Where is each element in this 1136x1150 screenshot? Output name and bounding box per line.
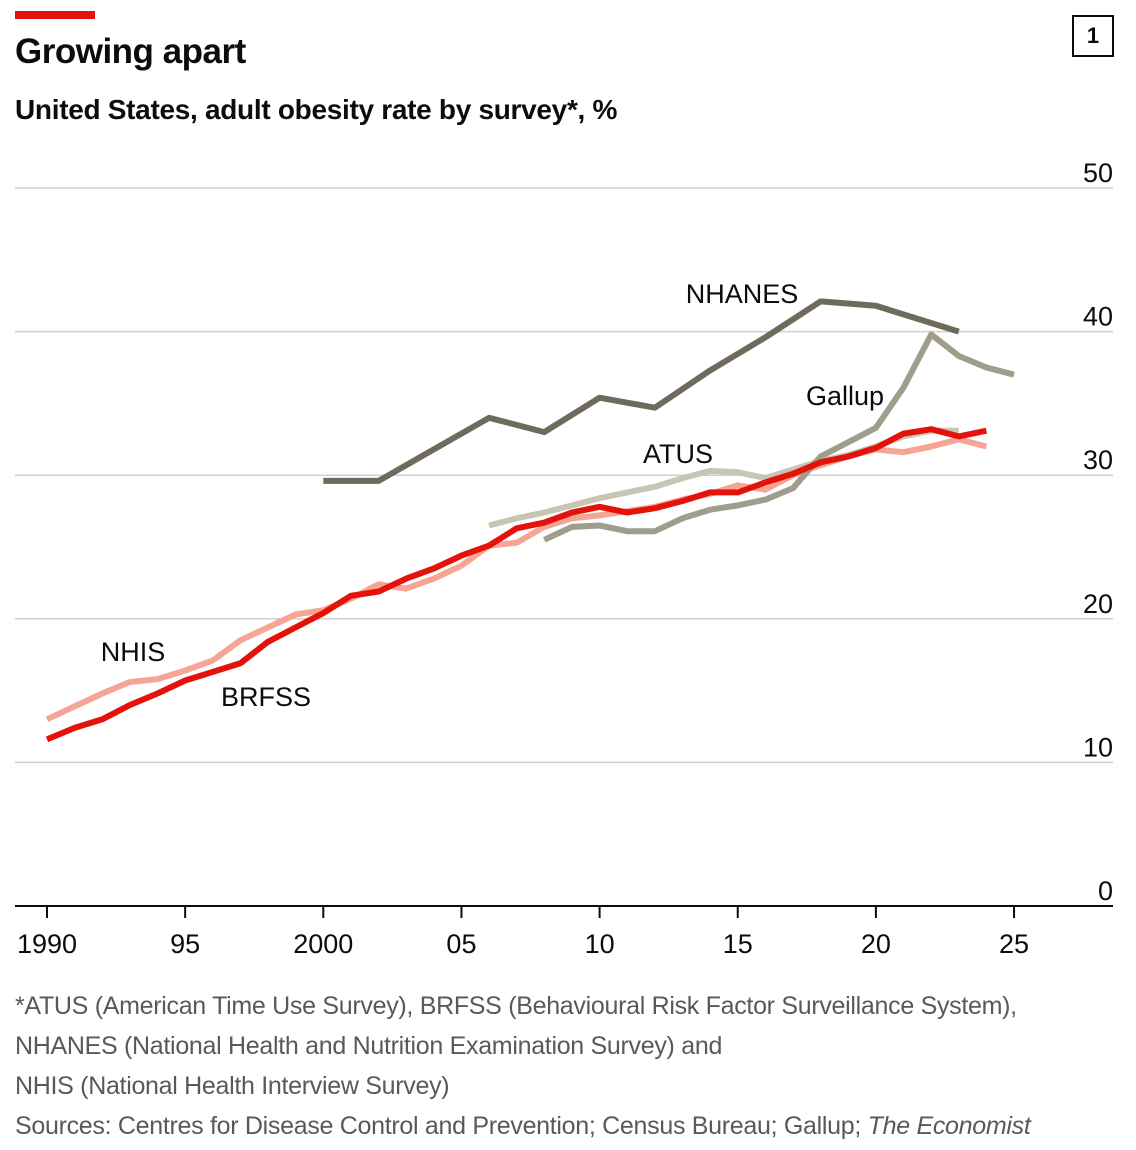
y-tick-label: 10 [1083, 732, 1113, 762]
chart-number-badge: 1 [1072, 15, 1114, 57]
y-tick-label: 0 [1098, 876, 1113, 906]
x-tick-label: 15 [723, 929, 753, 959]
x-tick-label: 2000 [293, 929, 353, 959]
series-label-nhis: NHIS [101, 637, 166, 667]
series-label-brfss: BRFSS [221, 682, 311, 712]
footnote-line-3: NHIS (National Health Interview Survey) [15, 1072, 450, 1100]
chart-title: Growing apart [15, 32, 246, 71]
y-tick-label: 20 [1083, 589, 1113, 619]
x-tick-label: 20 [861, 929, 891, 959]
x-tick-label: 25 [999, 929, 1029, 959]
sources-text: Sources: Centres for Disease Control and… [15, 1112, 868, 1140]
x-tick-label: 10 [585, 929, 615, 959]
y-tick-label: 30 [1083, 445, 1113, 475]
footnote-line-2: NHANES (National Health and Nutrition Ex… [15, 1032, 723, 1060]
sources-line: Sources: Centres for Disease Control and… [15, 1112, 1031, 1141]
x-tick-label: 1990 [17, 929, 77, 959]
x-tick-label: 05 [446, 929, 476, 959]
sources-italic: The Economist [867, 1112, 1031, 1140]
series-line-atus [488, 427, 959, 529]
series-line-brfss [45, 426, 988, 743]
series-line-gallup [543, 331, 1015, 543]
y-tick-label: 40 [1083, 302, 1113, 332]
x-tick-label: 95 [170, 929, 200, 959]
series-label-gallup: Gallup [806, 381, 884, 411]
footnote-line-1: *ATUS (American Time Use Survey), BRFSS … [15, 992, 1017, 1020]
series-line-nhanes [323, 298, 960, 484]
chart-subtitle: United States, adult obesity rate by sur… [15, 94, 618, 125]
series-label-nhanes: NHANES [686, 279, 799, 309]
y-tick-label: 50 [1083, 158, 1113, 188]
brand-red-bar [15, 11, 95, 19]
series-label-atus: ATUS [643, 439, 713, 469]
